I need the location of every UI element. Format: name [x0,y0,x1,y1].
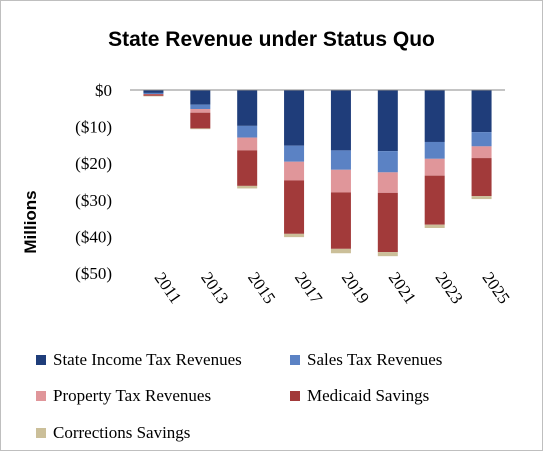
bar-segment [284,161,305,181]
bar-segment [190,128,211,130]
bar-segment [424,90,445,142]
x-tick-label: 2013 [197,268,232,307]
x-tick-label: 2019 [338,268,373,307]
legend-label: State Income Tax Revenues [53,350,242,369]
legend-label: Corrections Savings [53,423,191,442]
bar-segment [471,132,492,147]
bar-segment [143,94,164,95]
legend-swatch [36,355,46,365]
bar-segment [377,90,398,152]
bar-segment [377,172,398,193]
bar-segment [190,104,211,110]
y-tick-label: ($10) [75,118,112,137]
y-tick-label: ($20) [75,154,112,173]
x-tick-label: 2021 [385,268,420,307]
legend-item: Property Tax Revenues [36,386,211,406]
y-tick-label: $0 [95,81,112,100]
legend-item: State Income Tax Revenues [36,350,242,370]
bar-segment [143,94,164,96]
legend-label: Property Tax Revenues [53,386,212,405]
x-tick-label: 2017 [291,268,326,307]
legend-item: Corrections Savings [36,423,190,443]
x-tick-label: 2025 [479,268,514,307]
x-tick-label: 2023 [432,268,467,307]
bar-segment [237,137,258,151]
bar-segment [237,150,258,186]
legend-swatch [290,355,300,365]
bar-segment [330,150,351,170]
bar-segment [143,92,164,95]
y-tick-label: ($40) [75,227,112,246]
legend-label: Medicaid Savings [307,386,430,405]
legend-item: Sales Tax Revenues [290,350,442,370]
bar-segment [377,151,398,173]
y-tick-label: ($50) [75,264,112,283]
bar-segment [424,141,445,159]
bar-segment [284,90,305,146]
bar-segment [284,180,305,234]
bar-segment [330,90,351,151]
bar-segment [284,145,305,162]
bar-segment [424,158,445,176]
legend-swatch [36,391,46,401]
bar-segment [330,169,351,193]
bar-segment [424,175,445,225]
legend-swatch [36,428,46,438]
bar-segment [190,90,211,105]
x-tick-label: 2011 [151,269,186,307]
bar-segment [143,95,164,97]
bar-segment [237,90,258,126]
bar-segment [190,109,211,113]
bar-segment [377,252,398,257]
legend-item: Medicaid Savings [290,386,429,406]
bar-segment [237,125,258,138]
bar-segment [424,224,445,228]
bar-segment [330,192,351,249]
bar-segment [471,158,492,197]
x-tick-label: 2015 [244,268,279,307]
bar-segment [471,196,492,200]
bar-segment [237,185,258,189]
legend-swatch [290,391,300,401]
bar-segment [284,233,305,238]
bar-segment [377,192,398,253]
bar-segment [471,90,492,133]
chart-title: State Revenue under Status Quo [108,28,435,51]
bar-segment [190,112,211,129]
bar-segment [471,146,492,159]
y-tick-label: ($30) [75,191,112,210]
bar-segment [143,90,164,93]
bar-segment [330,248,351,254]
legend-label: Sales Tax Revenues [307,350,443,369]
